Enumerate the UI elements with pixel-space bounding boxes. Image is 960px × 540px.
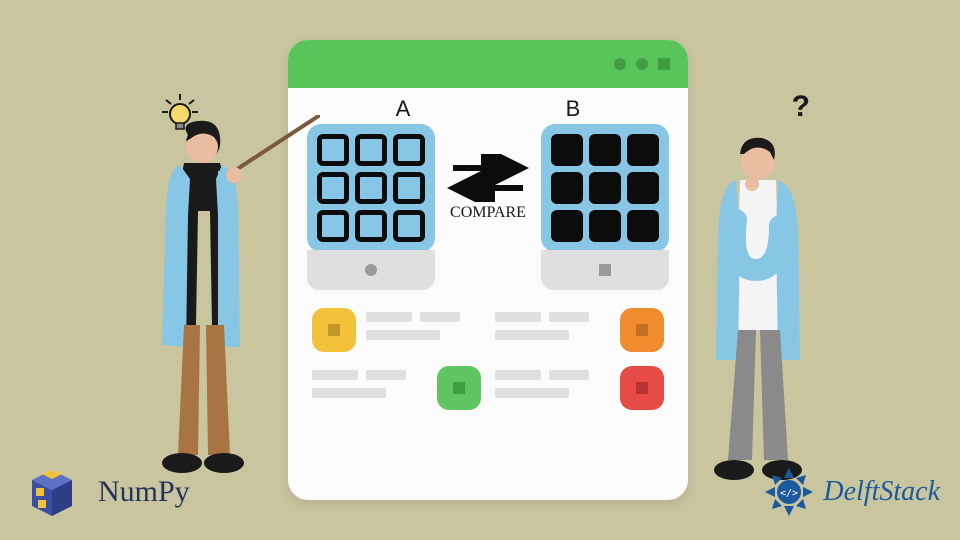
chip-orange (620, 308, 664, 352)
panel-b-foot (541, 250, 669, 290)
result-green (312, 366, 481, 410)
result-yellow (312, 308, 481, 352)
label-a: A (396, 96, 411, 122)
results (288, 290, 688, 410)
chip-inner-icon (453, 382, 465, 394)
result-orange (495, 308, 664, 352)
person-teacher (140, 115, 300, 485)
delftstack-icon: </> (761, 464, 817, 520)
numpy-cube-icon (20, 460, 84, 524)
results-row-1 (312, 308, 664, 352)
grid-b-cell (589, 210, 621, 242)
grid-b-cell (551, 172, 583, 204)
delftstack-label: DelftStack (823, 476, 940, 508)
chip-inner-icon (636, 324, 648, 336)
compare-arrows: COMPARE (445, 154, 531, 222)
grid-a-cell (355, 172, 387, 204)
arrows-icon (445, 154, 531, 202)
grid-a-cell (355, 134, 387, 166)
foot-dot-icon (365, 264, 377, 276)
question-mark-icon: ? (792, 90, 810, 124)
grid-b-cell (589, 172, 621, 204)
panel-a-foot (307, 250, 435, 290)
grid-a-cell (393, 210, 425, 242)
window-square (658, 58, 670, 70)
grid-a (307, 124, 435, 252)
numpy-logo: NumPy (20, 460, 190, 524)
grid-a-cell (317, 210, 349, 242)
grid-b (541, 124, 669, 252)
label-b: B (566, 96, 581, 122)
numpy-label: NumPy (98, 475, 190, 509)
panel-b (541, 124, 669, 290)
chip-inner-icon (328, 324, 340, 336)
bars (495, 308, 610, 340)
grid-b-cell (627, 134, 659, 166)
svg-text:</>: </> (780, 488, 798, 499)
chip-green (437, 366, 481, 410)
grid-a-cell (393, 172, 425, 204)
window-dot-1 (614, 58, 626, 70)
compare-label: COMPARE (450, 204, 526, 222)
grid-a-cell (355, 210, 387, 242)
app-window: A B (288, 40, 688, 500)
bars (366, 308, 481, 340)
person-thinker (680, 130, 840, 490)
titlebar (288, 40, 688, 88)
panel-a (307, 124, 435, 290)
result-red (495, 366, 664, 410)
panels-row: COMPARE (288, 124, 688, 290)
chip-red (620, 366, 664, 410)
grid-a-cell (317, 134, 349, 166)
grid-b-cell (551, 134, 583, 166)
grid-b-cell (627, 210, 659, 242)
grid-b-cell (551, 210, 583, 242)
delftstack-logo: </> DelftStack (761, 464, 940, 520)
bars (312, 366, 427, 398)
results-row-2 (312, 366, 664, 410)
bars (495, 366, 610, 398)
foot-square-icon (599, 264, 611, 276)
grid-b-cell (589, 134, 621, 166)
window-dot-2 (636, 58, 648, 70)
labels-row: A B (288, 88, 688, 124)
grid-a-cell (317, 172, 349, 204)
chip-inner-icon (636, 382, 648, 394)
grid-b-cell (627, 172, 659, 204)
grid-a-cell (393, 134, 425, 166)
